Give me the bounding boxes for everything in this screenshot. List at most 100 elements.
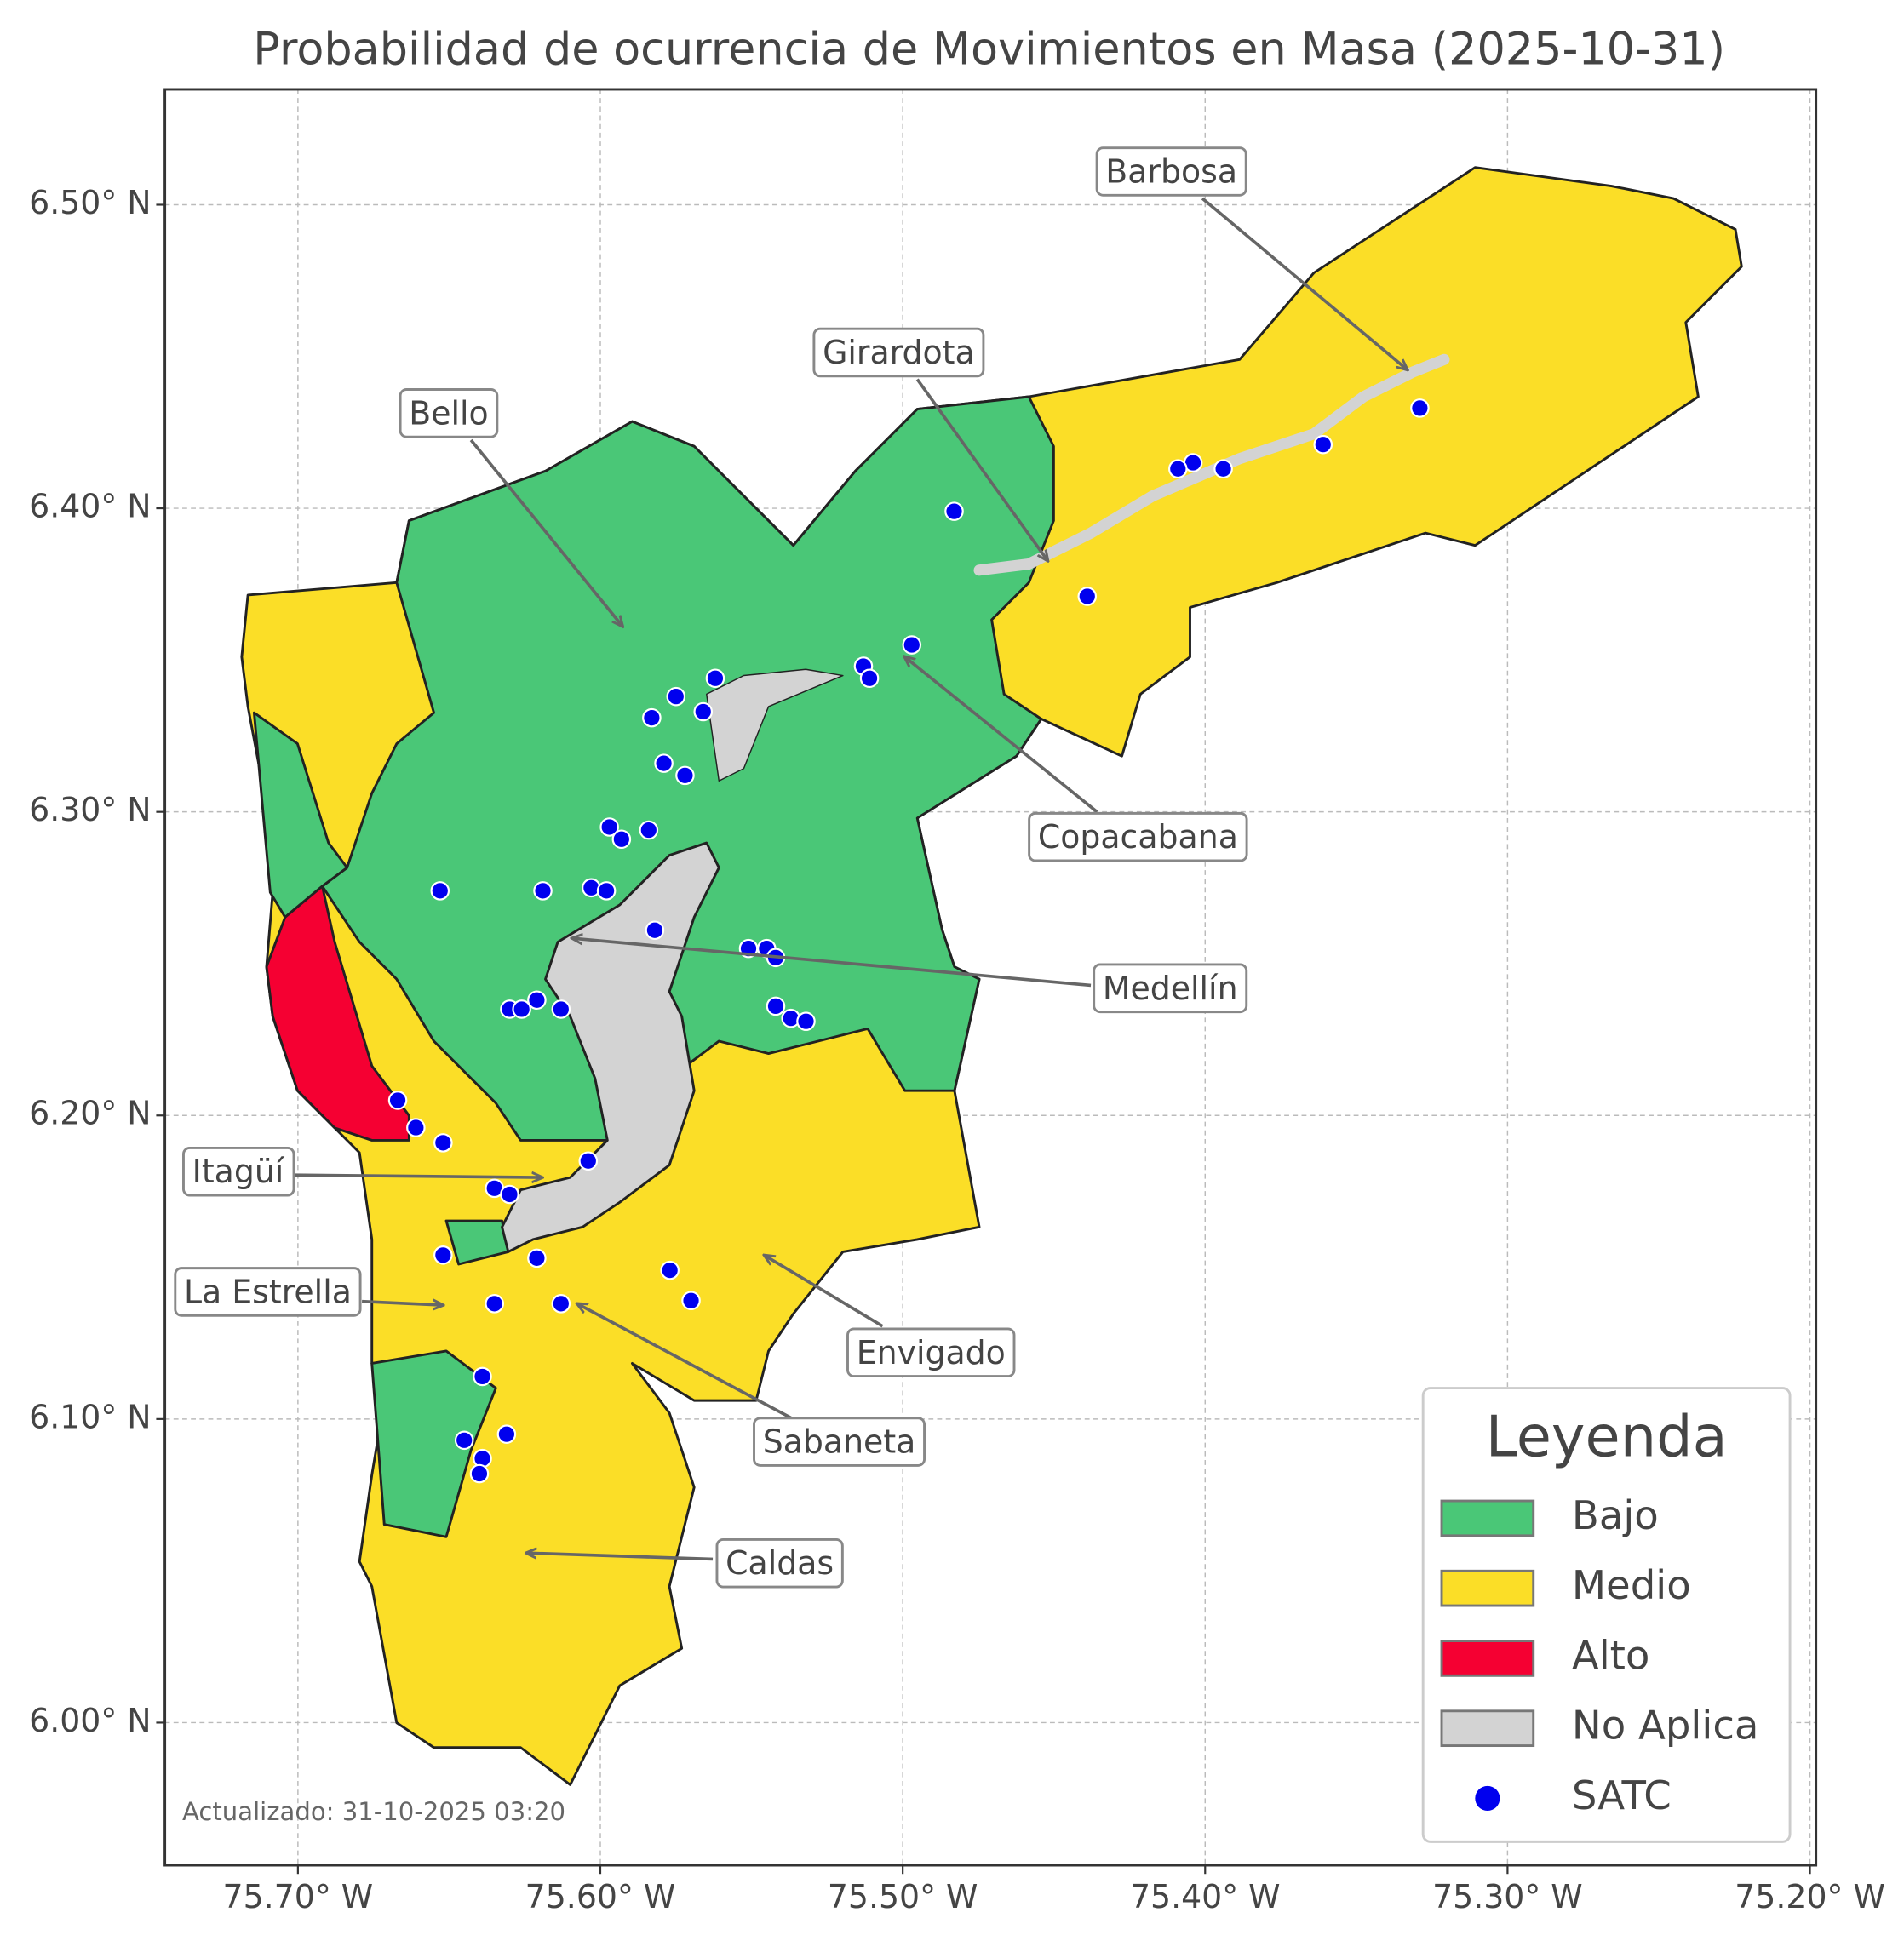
station-point <box>512 999 531 1019</box>
annotation-box <box>1028 811 1248 862</box>
station-point <box>705 668 725 689</box>
annotation-arrow <box>573 938 1092 988</box>
annotation-label: Medellín <box>1103 970 1238 1007</box>
station-point <box>611 829 632 850</box>
region-bajo <box>370 1349 497 1538</box>
annotation-label: Sabaneta <box>763 1423 916 1461</box>
annotation-label: Caldas <box>725 1544 834 1582</box>
annotation-arrow <box>469 438 622 626</box>
station-point <box>1313 434 1333 455</box>
annotation-box <box>182 1146 295 1197</box>
plot-frame <box>163 88 1818 1867</box>
legend-marker <box>1475 1785 1500 1811</box>
annotation-arrow <box>293 1175 542 1177</box>
region-no-aplica <box>706 668 844 782</box>
station-point <box>387 1091 408 1110</box>
station-point <box>430 881 450 901</box>
y-tick-label: 6.50° N <box>29 184 151 221</box>
station-point <box>681 1291 701 1311</box>
station-point <box>527 1248 547 1268</box>
annotation-label: La Estrella <box>184 1273 352 1310</box>
annotation-label: Girardota <box>823 334 975 371</box>
x-tick-label: 75.40° W <box>1130 1878 1281 1915</box>
station-point <box>551 1294 571 1314</box>
station-point <box>1213 459 1233 478</box>
legend-label: Medio <box>1572 1562 1691 1608</box>
annotation-box <box>753 1417 926 1467</box>
station-point <box>639 820 659 840</box>
station-point <box>666 686 686 707</box>
annotation-label: Copacabana <box>1038 818 1238 856</box>
annotation-box <box>812 327 985 378</box>
annotation-arrow <box>905 657 1098 814</box>
station-point <box>1077 587 1098 606</box>
y-tick-label: 6.00° N <box>29 1702 151 1739</box>
station-point <box>796 1011 816 1031</box>
station-point <box>496 1424 517 1444</box>
legend-label: Bajo <box>1572 1492 1659 1538</box>
station-point <box>485 1294 504 1314</box>
station-point <box>642 707 662 728</box>
legend-swatch <box>1440 1709 1535 1748</box>
annotation-box <box>715 1537 844 1589</box>
annotation-arrow <box>915 378 1047 561</box>
legend-swatch <box>1440 1499 1535 1537</box>
y-tick-label: 6.10° N <box>29 1398 151 1435</box>
station-point <box>1168 459 1188 478</box>
station-point <box>654 753 674 773</box>
station-point <box>433 1245 453 1265</box>
station-point <box>596 881 617 901</box>
chart-title: Probabilidad de ocurrencia de Movimiento… <box>253 23 1725 75</box>
station-point <box>454 1430 474 1451</box>
legend-label: No Aplica <box>1572 1703 1759 1749</box>
annotation-arrow <box>527 1553 714 1561</box>
station-point <box>473 1366 492 1387</box>
legend-label: Alto <box>1572 1632 1650 1678</box>
station-point <box>500 1184 519 1205</box>
annotation-label: Itagüí <box>192 1153 285 1190</box>
y-tick-label: 6.40° N <box>29 488 151 525</box>
station-point <box>533 881 553 901</box>
annotation-box <box>174 1267 362 1317</box>
station-point <box>406 1118 426 1137</box>
station-point <box>766 996 786 1016</box>
station-point <box>599 817 619 837</box>
station-point <box>902 635 922 655</box>
station-point <box>675 765 695 786</box>
annotation-label: Bello <box>409 394 488 432</box>
legend-swatch <box>1440 1569 1535 1607</box>
annotation-box <box>1095 146 1247 197</box>
station-point <box>527 990 547 1011</box>
station-point <box>551 999 571 1019</box>
annotation-arrow <box>1201 197 1407 369</box>
legend-label: SATC <box>1572 1772 1672 1818</box>
legend-title: Leyenda <box>1486 1403 1728 1469</box>
annotation-arrow <box>765 1256 884 1328</box>
annotation-arrow <box>361 1302 443 1305</box>
y-tick-label: 6.20° N <box>29 1095 151 1132</box>
annotation-label: Envigado <box>857 1334 1006 1371</box>
x-tick-label: 75.70° W <box>223 1878 374 1915</box>
x-tick-label: 75.60° W <box>525 1878 676 1915</box>
station-point <box>1410 398 1430 418</box>
annotation-label: Barbosa <box>1105 152 1237 190</box>
region-bajo <box>252 711 349 919</box>
x-tick-label: 75.30° W <box>1432 1878 1583 1915</box>
annotation-box <box>1093 963 1248 1014</box>
annotation-arrow <box>577 1304 794 1421</box>
footnote: Actualizado: 31-10-2025 03:20 <box>182 1797 565 1826</box>
annotation-box <box>846 1327 1016 1378</box>
station-point <box>578 1151 599 1171</box>
station-point <box>469 1463 490 1484</box>
station-point <box>645 920 665 941</box>
station-point <box>944 501 964 521</box>
y-tick-label: 6.30° N <box>29 791 151 828</box>
station-point <box>693 701 714 722</box>
legend-swatch <box>1440 1640 1535 1677</box>
station-point <box>433 1133 453 1153</box>
annotation-box <box>399 388 499 438</box>
station-point <box>859 668 880 689</box>
station-point <box>660 1260 680 1280</box>
x-tick-label: 75.20° W <box>1735 1878 1885 1915</box>
